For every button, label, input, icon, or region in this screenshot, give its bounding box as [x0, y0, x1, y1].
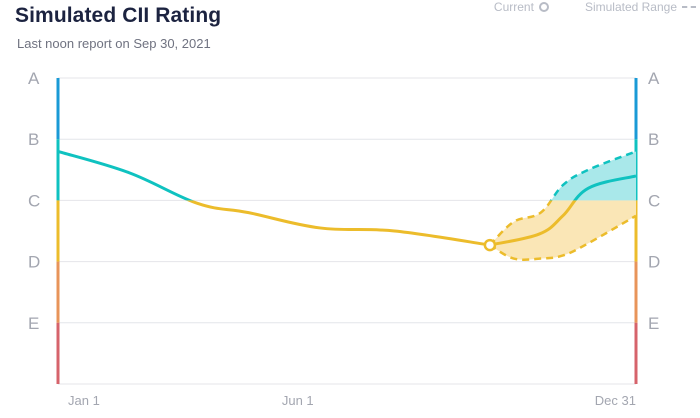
- legend-range[interactable]: Simulated Range: [585, 0, 696, 14]
- rating-label-left: B: [28, 130, 39, 149]
- range-lower-line: [489, 214, 637, 262]
- chart-subtitle: Last noon report on Sep 30, 2021: [17, 36, 211, 51]
- range-area-c: [489, 200, 636, 260]
- range-upper-line: [489, 200, 553, 246]
- legend: Current Simulated Range: [494, 0, 696, 14]
- x-tick-label: Jun 1: [282, 393, 314, 408]
- rating-label-right: D: [648, 253, 660, 272]
- x-tick-label: Jan 1: [68, 393, 100, 408]
- rating-lines: [57, 150, 637, 247]
- current-marker: [483, 238, 497, 252]
- legend-current-label: Current: [493, 0, 534, 14]
- projected-line-c: [489, 200, 577, 247]
- current-marker-icon: [538, 2, 549, 12]
- rating-label-right: E: [648, 314, 659, 333]
- dashed-line-icon: [682, 6, 696, 8]
- rating-label-right: B: [648, 130, 659, 149]
- simulated-range: [489, 150, 637, 262]
- chart-title: Simulated CII Rating: [15, 4, 222, 27]
- x-tick-labels: Jan 1 Jun 1 Dec 31: [68, 393, 636, 408]
- legend-range-label: Simulated Range: [584, 0, 677, 14]
- range-area-b: [551, 151, 636, 201]
- rating-labels: A A B B C C D D E E: [28, 69, 660, 333]
- rating-label-right: A: [648, 69, 660, 88]
- projected-line-b: [573, 174, 637, 201]
- rating-label-left: D: [28, 253, 40, 272]
- x-tick-label: Dec 31: [595, 393, 636, 408]
- rating-label-left: C: [28, 191, 40, 210]
- current-point: [483, 238, 497, 252]
- rating-label-right: C: [648, 191, 660, 210]
- actual-line-c: [185, 200, 491, 247]
- rating-label-left: E: [28, 314, 39, 333]
- grid-lines: [58, 77, 636, 385]
- rating-label-left: A: [28, 69, 40, 88]
- actual-line-b: [57, 150, 194, 201]
- legend-current[interactable]: Current: [494, 0, 579, 14]
